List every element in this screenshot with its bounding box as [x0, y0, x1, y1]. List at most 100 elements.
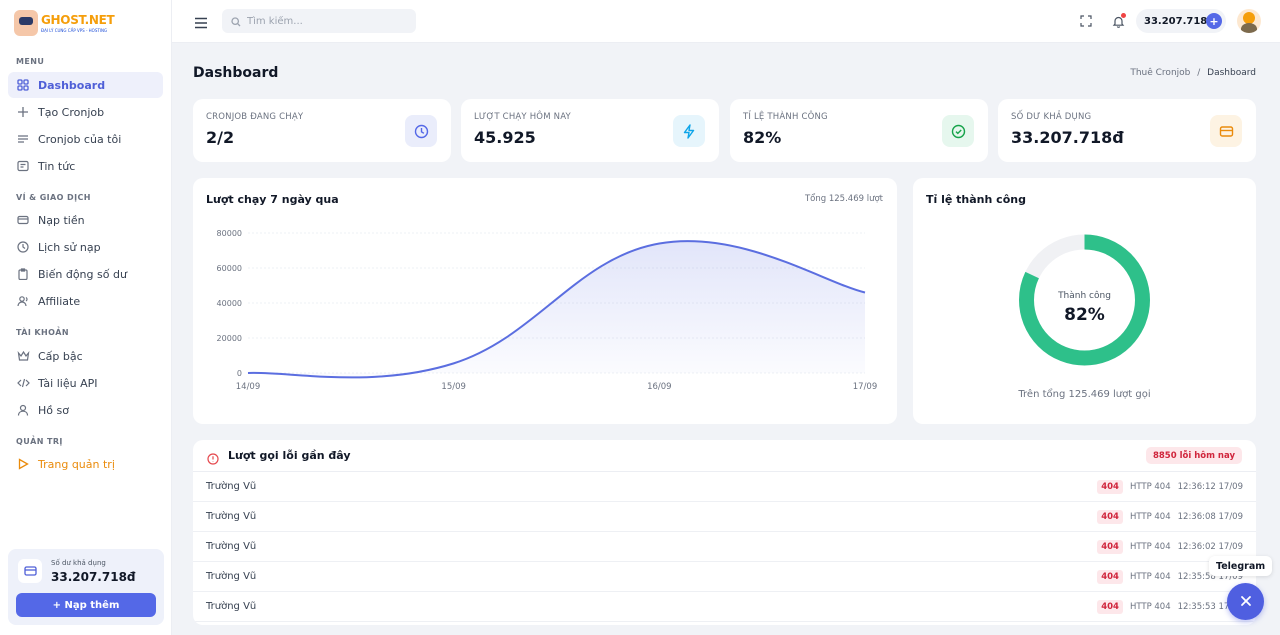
alert-circle-icon: [207, 450, 219, 469]
sidebar-item-balance-changes[interactable]: Biến động số dư: [8, 261, 163, 287]
play-icon: [16, 457, 30, 471]
table-row[interactable]: Trường Vũ 404 HTTP 404 12:36:08 17/09: [193, 502, 1256, 532]
error-http: HTTP 404: [1129, 572, 1171, 582]
breadcrumb-root[interactable]: Thuê Cronjob: [1130, 68, 1191, 78]
error-time: 12:36:12 17/09: [1177, 482, 1243, 492]
runs-chart-total: Tổng 125.469 lượt: [804, 194, 883, 204]
sidebar-item-label: Trang quản trị: [38, 457, 115, 471]
success-rate-title: Tỉ lệ thành công: [926, 193, 1026, 206]
breadcrumb-current: Dashboard: [1207, 68, 1256, 78]
sidebar-balance-card: Số dư khả dụng 33.207.718đ + Nạp thêm: [8, 549, 164, 625]
history-icon: [16, 240, 30, 254]
donut-center-label: Thành công: [1058, 291, 1111, 301]
section-title-wallet: VÍ & GIAO DỊCH: [16, 193, 91, 202]
wallet-icon: [1210, 115, 1242, 147]
sidebar-item-deposit[interactable]: Nạp tiền: [8, 207, 163, 233]
error-user: Trường Vũ: [206, 511, 257, 522]
sidebar-item-label: Hồ sơ: [38, 403, 69, 417]
sidebar-item-api-docs[interactable]: Tài liệu API: [8, 370, 163, 396]
sidebar-item-affiliate[interactable]: Affiliate: [8, 288, 163, 314]
table-row[interactable]: Trường Vũ 404 HTTP 404 12:36:12 17/09: [193, 472, 1256, 502]
code-icon: [16, 376, 30, 390]
table-row[interactable]: Trường Vũ 404 HTTP 404 12:35:58 17/09: [193, 562, 1256, 592]
sidebar-balance-amount: 33.207.718đ: [51, 570, 136, 584]
sidebar-item-rank[interactable]: Cấp bậc: [8, 343, 163, 369]
stat-card-available-balance: SỐ DƯ KHẢ DỤNG 33.207.718đ: [998, 99, 1256, 162]
search-box: [222, 9, 416, 33]
x-tick-label: 17/09: [853, 382, 878, 392]
sidebar-item-label: Tài liệu API: [38, 376, 98, 390]
sidebar-item-news[interactable]: Tin tức: [8, 153, 163, 179]
fullscreen-icon[interactable]: [1078, 13, 1094, 29]
search-icon: [231, 12, 241, 31]
notification-bell-icon[interactable]: [1110, 13, 1126, 29]
close-icon: [1240, 592, 1252, 611]
section-title-admin: QUẢN TRỊ: [16, 437, 63, 446]
sidebar-item-my-cronjobs[interactable]: Cronjob của tôi: [8, 126, 163, 152]
stat-value: 2/2: [206, 128, 235, 147]
sidebar-item-label: Cronjob của tôi: [38, 132, 122, 146]
bolt-icon: [673, 115, 705, 147]
top-header: 33.207.718đ +: [172, 0, 1280, 43]
list-icon: [16, 132, 30, 146]
sidebar-item-create-cronjob[interactable]: Tạo Cronjob: [8, 99, 163, 125]
error-time: 12:36:02 17/09: [1177, 542, 1243, 552]
sidebar: GHOST.NET ĐẠI LÝ CUNG CẤP VPS - HOSTING …: [0, 0, 172, 635]
avatar[interactable]: [1237, 9, 1261, 33]
x-tick-label: 15/09: [441, 382, 466, 392]
stat-label: CRONJOB ĐANG CHẠY: [206, 112, 304, 122]
card-icon: [16, 213, 30, 227]
y-tick-label: 60000: [217, 264, 242, 273]
donut-center-value: 82%: [1064, 305, 1105, 325]
y-tick-label: 20000: [217, 334, 242, 343]
error-user: Trường Vũ: [206, 481, 257, 492]
sidebar-item-label: Dashboard: [38, 78, 106, 92]
stat-value: 45.925: [474, 128, 536, 147]
logo-tagline: ĐẠI LÝ CUNG CẤP VPS - HOSTING: [41, 28, 108, 33]
header-add-funds-button[interactable]: +: [1206, 13, 1222, 29]
users-icon: [16, 294, 30, 308]
sidebar-item-admin-page[interactable]: Trang quản trị: [8, 451, 163, 477]
header-balance-pill[interactable]: 33.207.718đ +: [1136, 9, 1226, 33]
x-tick-label: 14/09: [236, 382, 261, 392]
stat-label: LƯỢT CHẠY HÔM NAY: [474, 112, 571, 122]
user-icon: [16, 403, 30, 417]
floating-close-button[interactable]: [1227, 583, 1264, 620]
sidebar-item-deposit-history[interactable]: Lịch sử nạp: [8, 234, 163, 260]
breadcrumb: Thuê Cronjob / Dashboard: [1130, 68, 1256, 78]
error-user: Trường Vũ: [206, 571, 257, 582]
notification-dot: [1121, 13, 1126, 18]
status-badge: 404: [1097, 510, 1123, 524]
runs-chart-card: Lượt chạy 7 ngày qua Tổng 125.469 lượt 0…: [193, 178, 897, 424]
search-input[interactable]: [247, 15, 407, 27]
table-row[interactable]: Trường Vũ 404 HTTP 404 12:36:02 17/09: [193, 532, 1256, 562]
sidebar-balance-label: Số dư khả dụng: [51, 559, 106, 567]
error-user: Trường Vũ: [206, 541, 257, 552]
crown-icon: [16, 349, 30, 363]
stat-label: SỐ DƯ KHẢ DỤNG: [1011, 112, 1092, 122]
clipboard-icon: [16, 267, 30, 281]
sidebar-item-label: Tạo Cronjob: [38, 105, 105, 119]
error-http: HTTP 404: [1129, 482, 1171, 492]
logo[interactable]: GHOST.NET ĐẠI LÝ CUNG CẤP VPS - HOSTING: [14, 8, 118, 38]
sidebar-item-dashboard[interactable]: Dashboard: [8, 72, 163, 98]
table-row[interactable]: Trường Vũ 404 HTTP 404 12:35:53 17/09: [193, 592, 1256, 622]
stat-card-runs-today: LƯỢT CHẠY HÔM NAY 45.925: [461, 99, 719, 162]
plus-icon: [16, 105, 30, 119]
success-rate-card: Tỉ lệ thành công Thành công 82% Trên tổn…: [913, 178, 1256, 424]
donut-footer: Trên tổng 125.469 lượt gọi: [1018, 389, 1151, 400]
telegram-tooltip[interactable]: Telegram: [1209, 556, 1273, 576]
sidebar-item-label: Lịch sử nạp: [38, 240, 101, 254]
menu-toggle-icon[interactable]: [194, 14, 208, 33]
newspaper-icon: [16, 159, 30, 173]
x-tick-label: 16/09: [647, 382, 672, 392]
error-user: Trường Vũ: [206, 601, 257, 612]
recent-errors-title: Lượt gọi lỗi gần đây: [228, 449, 351, 462]
top-up-button[interactable]: + Nạp thêm: [16, 593, 156, 617]
error-http: HTTP 404: [1129, 602, 1171, 612]
stat-value: 82%: [743, 128, 782, 147]
error-time: 12:36:08 17/09: [1177, 512, 1243, 522]
sidebar-item-label: Affiliate: [38, 294, 81, 308]
sidebar-item-profile[interactable]: Hồ sơ: [8, 397, 163, 423]
donut-success-arc: [1019, 234, 1150, 366]
